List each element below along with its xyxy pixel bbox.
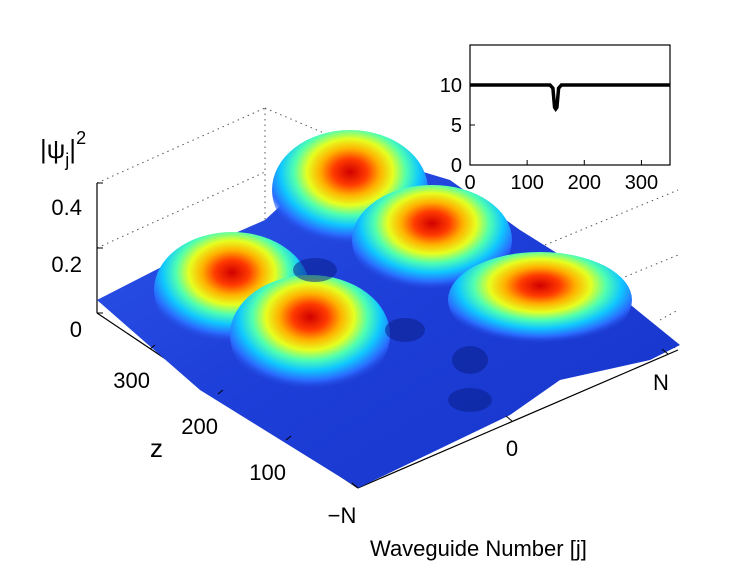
- waveguide-axis-line: [357, 349, 679, 489]
- vertical-tick-label: 0.2: [51, 252, 82, 277]
- surface-valleys: [293, 258, 492, 412]
- vertical-axis-label-main: |ψ: [40, 134, 65, 164]
- inset-x-tick-label: 300: [625, 172, 658, 194]
- inset-x-tick-label: 200: [568, 172, 601, 194]
- waveguide-tick-label: −N: [328, 503, 357, 528]
- inset-x-ticks: 0 100 200 300: [464, 160, 658, 194]
- vertical-axis-label-sub: j: [64, 150, 69, 170]
- surface-peak: [230, 275, 390, 395]
- depth-tick-label: 100: [249, 460, 286, 485]
- depth-axis-label: z: [150, 433, 163, 463]
- inset-y-ticks: 0 5 10: [440, 75, 475, 177]
- inset-x-tick-label: 0: [464, 172, 475, 194]
- inset-y-tick-label: 10: [440, 75, 462, 97]
- vertical-tick-label: 0.4: [51, 195, 82, 220]
- depth-tick-label: 200: [181, 414, 218, 439]
- depth-axis-ticks: 300 200 100: [113, 344, 292, 485]
- inset-chart: 0 5 10 0 100 200 300: [440, 44, 671, 194]
- inset-y-tick-label: 0: [451, 155, 462, 177]
- surface-peak: [448, 252, 632, 348]
- inset-series-line: [470, 83, 670, 112]
- waveguide-tick-label: 0: [506, 436, 518, 461]
- vertical-tick-label: 0: [70, 317, 82, 342]
- vertical-axis-label: |ψj|2: [40, 128, 86, 170]
- surface-base: [97, 140, 680, 488]
- depth-tick-label: 300: [113, 368, 150, 393]
- waveguide-axis-ticks: −N 0 N: [328, 348, 669, 528]
- vertical-axis-label-sup: 2: [76, 128, 86, 148]
- waveguide-tick-label: N: [653, 370, 669, 395]
- waveguide-axis-label: Waveguide Number [j]: [370, 536, 587, 561]
- inset-frame: [469, 44, 671, 166]
- surface-plot: [97, 130, 680, 488]
- inset-y-tick-label: 5: [451, 115, 462, 137]
- inset-x-tick-label: 100: [510, 172, 543, 194]
- vertical-axis-ticks: 0 0.2 0.4: [51, 182, 103, 342]
- surface-peak: [352, 185, 512, 295]
